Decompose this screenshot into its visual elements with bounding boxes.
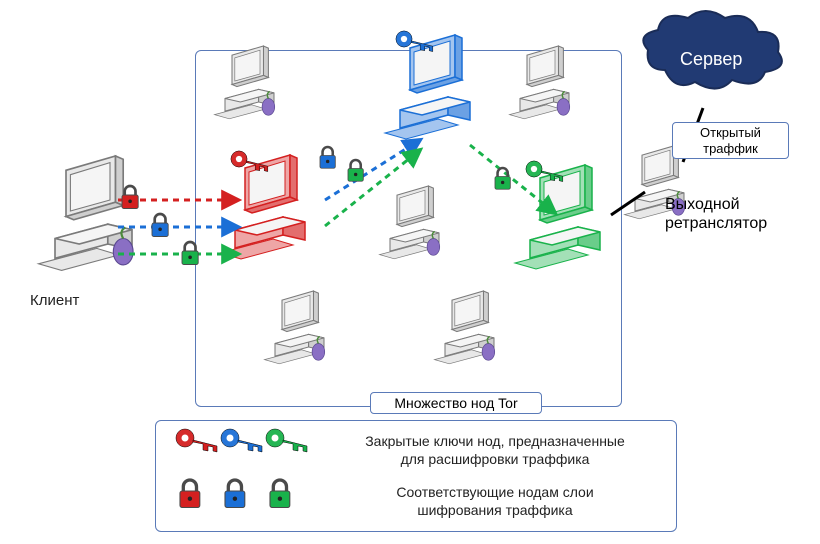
legend-keys-text: Закрытые ключи нод, предназначенныедля р…: [330, 432, 660, 468]
lock-icon: [180, 480, 200, 508]
node-icon: [380, 186, 440, 259]
red-node-icon: [220, 151, 305, 259]
node-icon: [265, 291, 325, 364]
legend-locks-text: Соответствующие нодам слоишифрования тра…: [330, 483, 660, 519]
node-icon: [435, 291, 495, 364]
open-traffic-label: Открытыйтраффик: [672, 122, 789, 159]
node-icon: [215, 46, 275, 119]
lock-icon: [495, 168, 510, 189]
legend-key-icon: [266, 429, 307, 452]
legend-key-icon: [221, 429, 262, 452]
blue-node-icon: [385, 31, 470, 139]
client-label: Клиент: [30, 292, 79, 311]
node-icon: [510, 46, 570, 119]
lock-icon: [152, 214, 168, 237]
lock-icon: [320, 147, 335, 168]
exit-relay-label: Выходнойретранслятор: [665, 195, 767, 233]
server-label: Сервер: [680, 48, 742, 71]
key-icon: [266, 429, 307, 452]
lock-icon: [270, 480, 290, 508]
lock-icon: [182, 242, 198, 265]
lock-icon: [225, 480, 245, 508]
key-icon: [176, 429, 217, 452]
lock-icon: [348, 160, 363, 181]
legend-key-icon: [176, 429, 217, 452]
key-icon: [221, 429, 262, 452]
lock-icon: [122, 186, 138, 209]
tor-nodes-label: Множество нод Tor: [370, 392, 542, 414]
encrypted-arrow: [325, 140, 420, 200]
green-node-icon: [515, 161, 600, 269]
